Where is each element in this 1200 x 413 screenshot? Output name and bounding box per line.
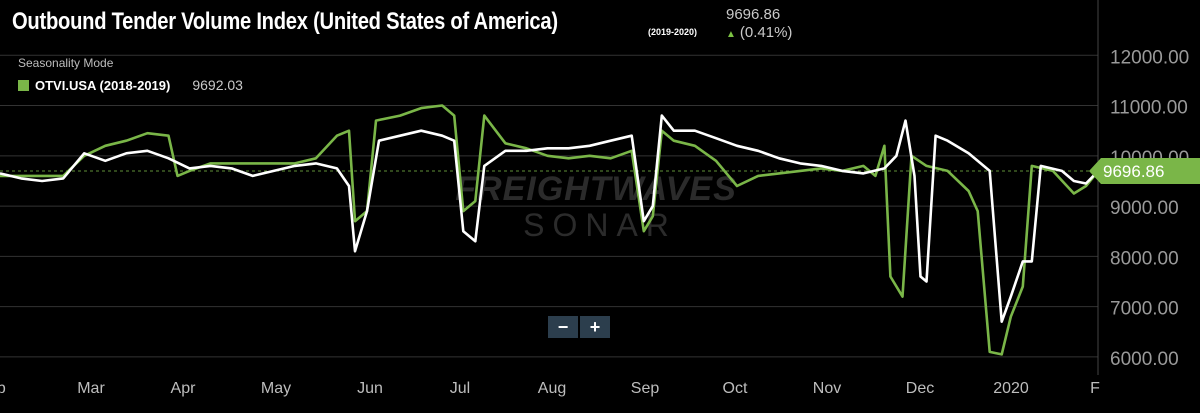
series-line <box>0 104 1100 356</box>
legend-swatch <box>18 79 29 91</box>
y-tick-label: 11000.00 <box>1110 98 1188 119</box>
current-value-marker-shape <box>1089 158 1200 185</box>
current-value-marker: 9696.86 <box>1089 158 1200 185</box>
x-tick-label: Feb <box>0 380 6 397</box>
watermark-brand: FREIGHTWAVES <box>455 170 737 208</box>
legend[interactable]: OTVI.USA (2018-2019) 9692.03 <box>18 77 243 93</box>
y-tick-label: 7000.00 <box>1110 299 1179 320</box>
change-percent: (0.41%) <box>739 24 793 41</box>
y-tick-label: 8000.00 <box>1110 248 1179 269</box>
x-tick-label: Jul <box>450 380 470 397</box>
x-tick-label: Jun <box>357 380 383 397</box>
zoom-controls: − + <box>548 316 612 338</box>
x-tick-label: Mar <box>77 380 105 397</box>
x-tick-label: Oct <box>723 380 748 397</box>
y-tick-label: 6000.00 <box>1110 349 1179 370</box>
watermark-product: SONAR <box>523 207 677 243</box>
x-tick-label: Nov <box>813 380 841 397</box>
title-range: (2019-2020) <box>648 27 698 37</box>
legend-series-value: 9692.03 <box>192 77 243 93</box>
series-layer <box>0 104 1100 356</box>
y-tick-label: 12000.00 <box>1110 47 1189 68</box>
x-tick-label: Dec <box>906 380 934 397</box>
zoom-in-button[interactable]: + <box>580 316 610 338</box>
current-value-marker-label: 9696.86 <box>1103 162 1164 181</box>
current-value-block: 9696.86 ▲ (0.41%) <box>726 6 792 44</box>
current-value: 9696.86 <box>726 6 781 23</box>
y-axis: 6000.007000.008000.009000.0010000.001100… <box>1097 0 1189 375</box>
watermark: FREIGHTWAVES SONAR <box>455 170 737 243</box>
chart-title: Outbound Tender Volume Index (United Sta… <box>12 8 558 35</box>
x-tick-label: 2020 <box>993 380 1029 397</box>
change-readout: ▲ (0.41%) <box>726 24 792 44</box>
zoom-out-button[interactable]: − <box>548 316 578 338</box>
x-tick-label: F <box>1090 380 1100 397</box>
seasonality-mode-label: Seasonality Mode <box>18 56 114 70</box>
x-tick-label: Aug <box>538 380 566 397</box>
y-tick-label: 9000.00 <box>1110 198 1179 219</box>
legend-series-name[interactable]: OTVI.USA (2018-2019) <box>35 77 171 93</box>
x-tick-label: Apr <box>171 380 197 397</box>
x-tick-label: Sep <box>631 380 660 397</box>
x-tick-label: May <box>261 380 291 397</box>
x-axis: Feb Mar Apr May Jun Jul Aug Sep Oct Nov Dec 2020 F <box>0 380 1100 397</box>
up-arrow-icon: ▲ <box>726 29 736 40</box>
title-row: Outbound Tender Volume Index (United Sta… <box>12 8 662 36</box>
series-line <box>0 114 1099 323</box>
